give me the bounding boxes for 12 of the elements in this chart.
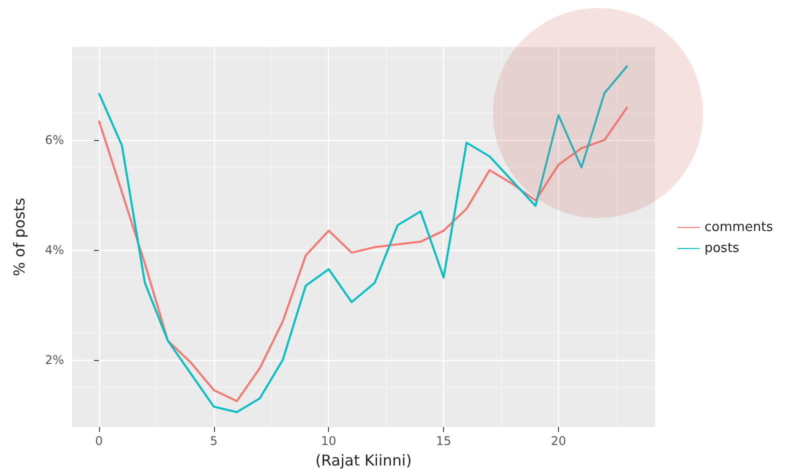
x-tick-label: 5 [210,434,218,448]
x-tick-label: 20 [550,434,566,448]
legend-label: comments [704,220,774,235]
y-tick-label: 6% [44,132,64,147]
legend-label: posts [704,241,740,256]
x-tick-label: 0 [95,434,103,448]
y-axis-title: % of posts [10,198,28,276]
y-tick-label: 2% [44,352,64,367]
y-tick-label: 4% [44,242,64,257]
x-axis-title: (Rajat Kiinni) [315,452,412,470]
x-tick-label: 10 [321,434,336,448]
x-tick-label: 15 [436,434,452,448]
